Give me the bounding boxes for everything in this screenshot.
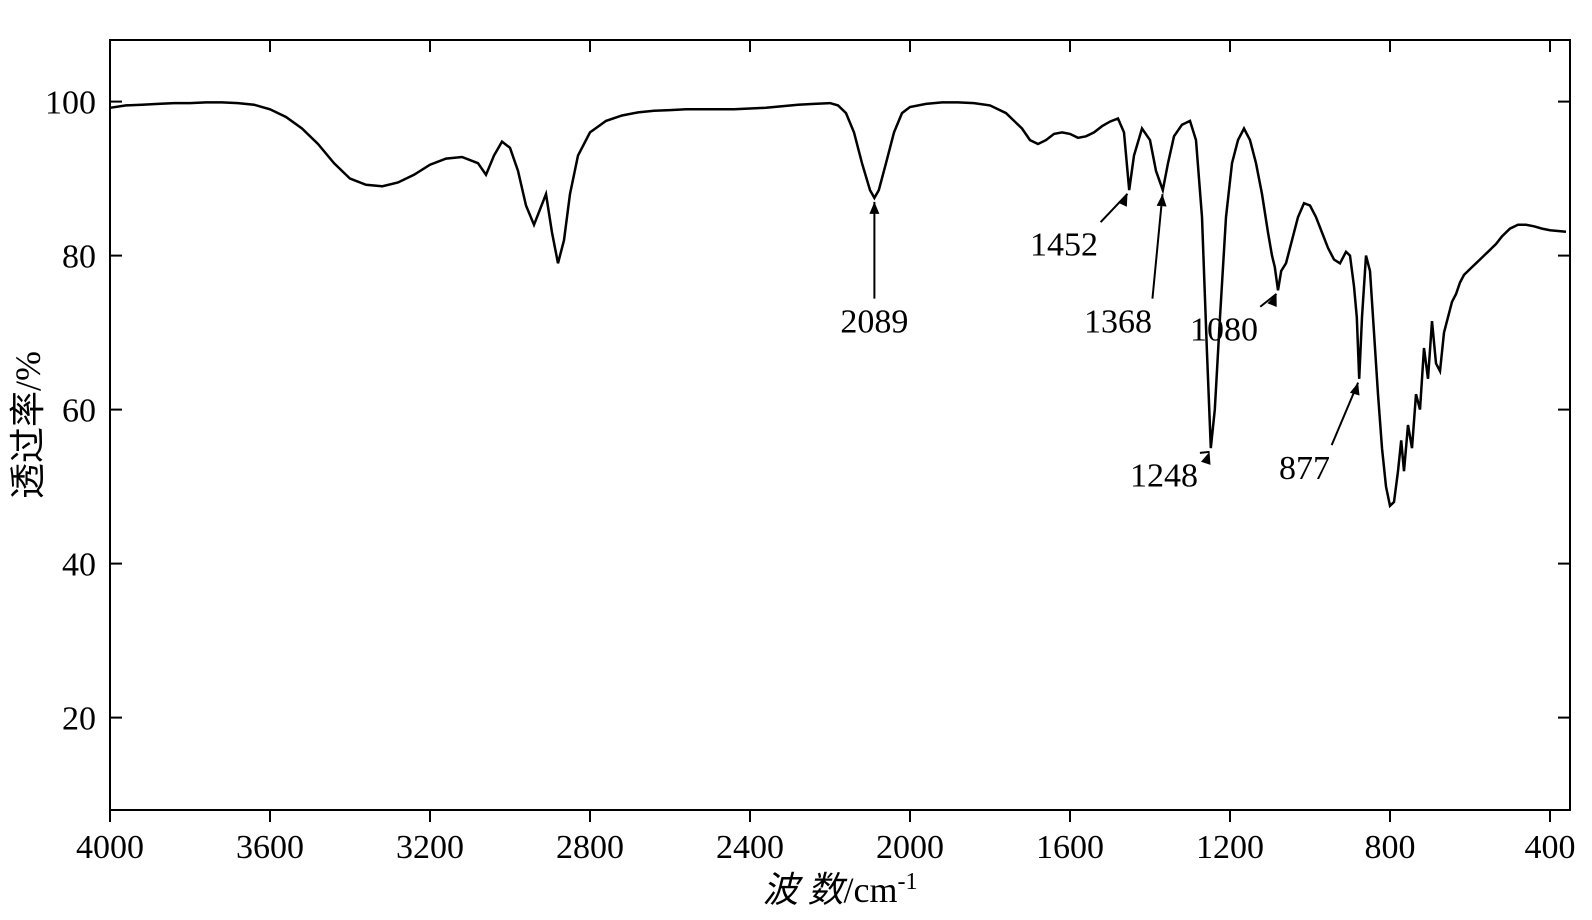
y-tick-label: 100 — [45, 85, 96, 122]
x-tick-label: 4000 — [76, 829, 144, 866]
y-tick-label: 60 — [62, 393, 96, 430]
annotation-arrow — [1200, 452, 1210, 453]
annotation-arrow — [1152, 194, 1162, 298]
x-axis-title: 波 数/cm-1 — [763, 869, 918, 910]
x-tick-label: 2000 — [876, 829, 944, 866]
annotation-label: 877 — [1279, 450, 1330, 487]
annotation-arrowhead — [1118, 194, 1128, 207]
chart-svg: 4000 3600 3200 2800 2400 2000 1600 1200 800 400 20… — [0, 0, 1592, 920]
y-tick-label: 20 — [62, 701, 96, 738]
x-tick-label: 3200 — [396, 829, 464, 866]
x-tick-label: 3600 — [236, 829, 304, 866]
x-tick-label: 1600 — [1036, 829, 1104, 866]
annotation-label: 1080 — [1190, 311, 1258, 348]
annotation-label: 1368 — [1084, 304, 1152, 341]
annotation-label: 1452 — [1030, 227, 1098, 264]
annotation-label: 2089 — [840, 304, 908, 341]
spectrum-line — [110, 102, 1566, 505]
y-tick-label: 80 — [62, 239, 96, 276]
x-tick-label: 2800 — [556, 829, 624, 866]
annotation-arrowhead — [1350, 383, 1360, 396]
x-tick-label: 800 — [1365, 829, 1416, 866]
annotation-arrowhead — [869, 202, 879, 214]
x-tick-label: 2400 — [716, 829, 784, 866]
annotation-label: 1248 — [1130, 458, 1198, 495]
ir-spectrum-chart: 4000 3600 3200 2800 2400 2000 1600 1200 800 400 20… — [0, 0, 1592, 920]
y-tick-label: 40 — [62, 547, 96, 584]
y-axis-title: 透过率/% — [8, 351, 48, 499]
annotation-arrowhead — [1201, 452, 1210, 465]
x-tick-label: 400 — [1525, 829, 1576, 866]
annotation-arrowhead — [1157, 194, 1167, 206]
x-tick-label: 1200 — [1196, 829, 1264, 866]
